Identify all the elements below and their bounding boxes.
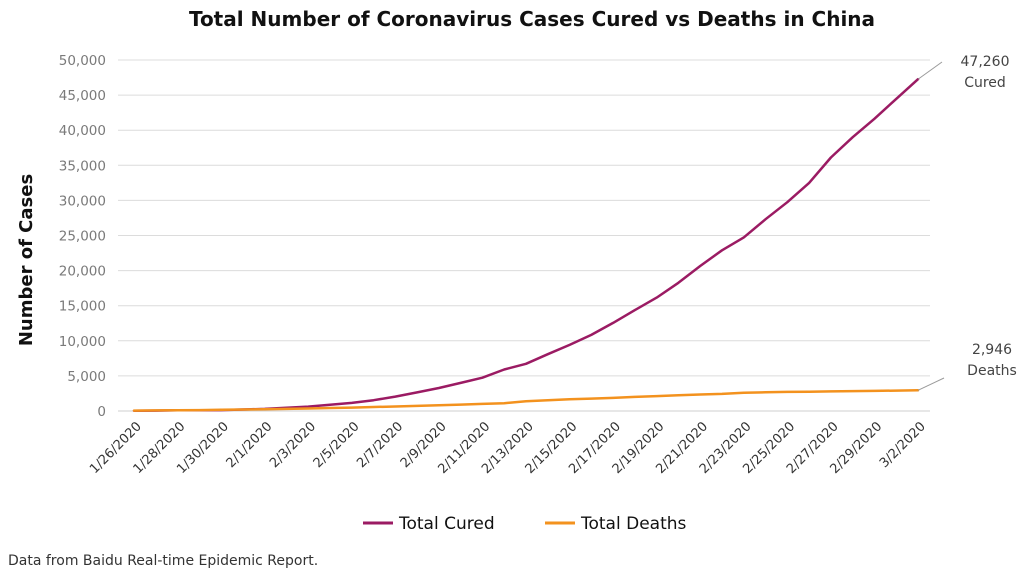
annotation-label: Cured — [964, 75, 1006, 91]
y-tick-label: 25,000 — [59, 229, 106, 245]
x-tick-label: 2/3/2020 — [267, 419, 319, 471]
legend: Total Cured Total Deaths — [363, 514, 687, 534]
end-annotations: 47,260 Cured 2,946 Deaths — [917, 54, 1017, 391]
y-axis-ticks: 0 5,000 10,000 15,000 20,000 25,000 30,000 35,0… — [59, 53, 106, 420]
gridlines — [118, 59, 930, 377]
source-note: Data from Baidu Real-time Epidemic Repor… — [8, 553, 319, 569]
annotation-value: 2,946 — [972, 342, 1012, 358]
x-tick-label: 2/1/2020 — [224, 419, 276, 471]
y-tick-label: 15,000 — [59, 299, 106, 315]
legend-label: Total Deaths — [580, 514, 687, 534]
y-axis-label: Number of Cases — [16, 174, 37, 346]
y-tick-label: 35,000 — [59, 158, 106, 174]
annotation-leader — [917, 61, 943, 80]
chart-title: Total Number of Coronavirus Cases Cured … — [189, 7, 875, 31]
annotation-leader — [917, 377, 945, 391]
series-line-total-deaths — [132, 389, 920, 412]
y-tick-label: 5,000 — [67, 369, 106, 385]
annotation-label: Deaths — [967, 363, 1017, 379]
y-tick-label: 50,000 — [59, 53, 106, 69]
y-tick-label: 40,000 — [59, 123, 106, 139]
legend-label: Total Cured — [398, 514, 495, 534]
y-tick-label: 20,000 — [59, 264, 106, 280]
line-chart: Total Number of Coronavirus Cases Cured … — [16, 7, 1017, 534]
series-lines — [132, 77, 920, 412]
series-line-total-cured — [132, 77, 920, 412]
y-tick-label: 45,000 — [59, 88, 106, 104]
y-tick-label: 30,000 — [59, 193, 106, 209]
y-tick-label: 0 — [97, 404, 106, 420]
x-tick-label: 2/5/2020 — [311, 419, 363, 471]
x-axis-ticks: 1/26/20201/28/20201/30/20202/1/20202/3/2… — [87, 419, 929, 477]
annotation-value: 47,260 — [961, 54, 1010, 70]
x-tick-label: 2/7/2020 — [354, 419, 406, 471]
y-tick-label: 10,000 — [59, 334, 106, 350]
x-tick-label: 3/2/2020 — [877, 419, 929, 471]
